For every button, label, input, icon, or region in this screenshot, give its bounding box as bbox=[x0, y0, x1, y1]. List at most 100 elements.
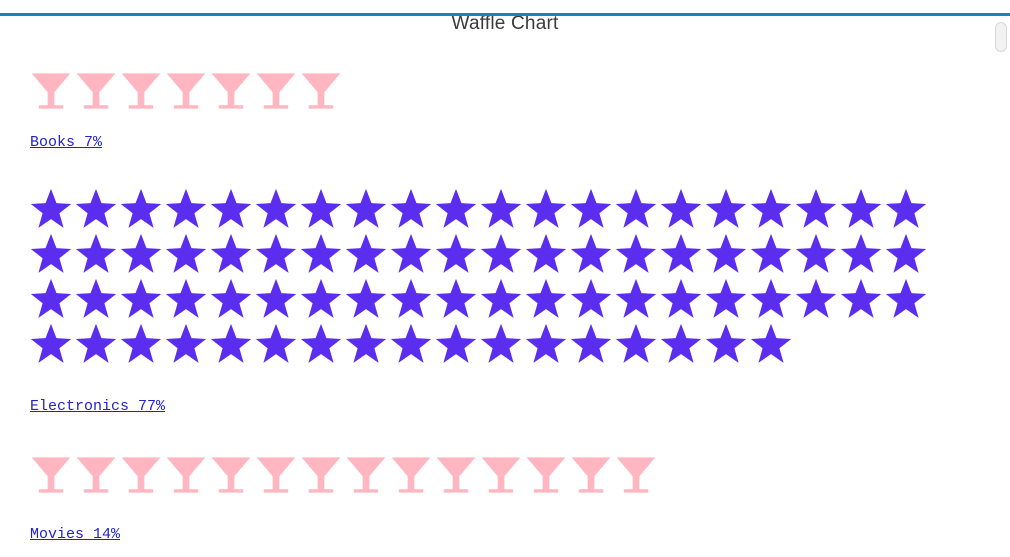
star-icon bbox=[840, 278, 882, 318]
star-icon bbox=[300, 278, 342, 318]
star-icon bbox=[390, 233, 432, 273]
star-icon bbox=[750, 323, 792, 363]
star-icon bbox=[255, 278, 297, 318]
star-icon bbox=[705, 278, 747, 318]
star-icon bbox=[210, 188, 252, 228]
star-icon bbox=[390, 278, 432, 318]
martini-glass-icon bbox=[31, 73, 71, 109]
star-icon bbox=[210, 323, 252, 363]
waffle-group-books: Books 7% bbox=[30, 70, 1010, 152]
star-icon bbox=[345, 278, 387, 318]
star-icon bbox=[660, 323, 702, 363]
star-icon bbox=[255, 188, 297, 228]
star-icon bbox=[705, 188, 747, 228]
star-icon bbox=[165, 188, 207, 228]
star-icon bbox=[255, 233, 297, 273]
martini-glass-icon bbox=[301, 73, 341, 109]
star-icon bbox=[660, 278, 702, 318]
star-icon bbox=[615, 278, 657, 318]
category-label-movies[interactable]: Movies 14% bbox=[30, 526, 121, 543]
star-icon bbox=[165, 233, 207, 273]
star-icon bbox=[795, 233, 837, 273]
star-icon bbox=[795, 188, 837, 228]
star-icon bbox=[120, 323, 162, 363]
star-icon bbox=[255, 323, 297, 363]
martini-glass-icon bbox=[31, 457, 71, 493]
star-icon bbox=[345, 233, 387, 273]
scrollbar-thumb[interactable] bbox=[995, 22, 1007, 52]
martini-glass-icon bbox=[211, 457, 251, 493]
star-icon bbox=[570, 278, 612, 318]
star-icon bbox=[840, 233, 882, 273]
star-icon bbox=[30, 323, 72, 363]
star-icon bbox=[570, 233, 612, 273]
martini-glass-icon bbox=[166, 457, 206, 493]
star-icon bbox=[885, 188, 927, 228]
waffle-group-movies: Movies 14% bbox=[30, 454, 1010, 544]
star-icon bbox=[615, 323, 657, 363]
star-icon bbox=[435, 278, 477, 318]
page-title: Waffle Chart bbox=[451, 13, 559, 34]
icon-grid-movies bbox=[30, 454, 927, 496]
star-icon bbox=[30, 233, 72, 273]
star-icon bbox=[705, 323, 747, 363]
star-icon bbox=[885, 233, 927, 273]
star-icon bbox=[120, 233, 162, 273]
star-icon bbox=[525, 233, 567, 273]
star-icon bbox=[750, 233, 792, 273]
star-icon bbox=[435, 233, 477, 273]
star-icon bbox=[660, 188, 702, 228]
star-icon bbox=[210, 278, 252, 318]
martini-glass-icon bbox=[346, 457, 386, 493]
martini-glass-icon bbox=[121, 457, 161, 493]
martini-glass-icon bbox=[76, 457, 116, 493]
martini-glass-icon bbox=[436, 457, 476, 493]
star-icon bbox=[300, 188, 342, 228]
star-icon bbox=[525, 278, 567, 318]
martini-glass-icon bbox=[526, 457, 566, 493]
star-icon bbox=[30, 188, 72, 228]
martini-glass-icon bbox=[256, 457, 296, 493]
star-icon bbox=[570, 323, 612, 363]
martini-glass-icon bbox=[571, 457, 611, 493]
star-icon bbox=[570, 188, 612, 228]
vertical-scrollbar[interactable] bbox=[993, 16, 1010, 557]
star-icon bbox=[165, 323, 207, 363]
martini-glass-icon bbox=[211, 73, 251, 109]
star-icon bbox=[480, 323, 522, 363]
top-accent-line bbox=[0, 13, 1010, 16]
star-icon bbox=[345, 323, 387, 363]
star-icon bbox=[840, 188, 882, 228]
star-icon bbox=[345, 188, 387, 228]
star-icon bbox=[75, 188, 117, 228]
martini-glass-icon bbox=[616, 457, 656, 493]
icon-grid-electronics bbox=[30, 188, 927, 365]
star-icon bbox=[390, 323, 432, 363]
star-icon bbox=[75, 323, 117, 363]
category-label-electronics[interactable]: Electronics 77% bbox=[30, 398, 166, 415]
martini-glass-icon bbox=[76, 73, 116, 109]
waffle-chart: Books 7% bbox=[30, 70, 1010, 544]
star-icon bbox=[705, 233, 747, 273]
martini-glass-icon bbox=[166, 73, 206, 109]
star-icon bbox=[120, 278, 162, 318]
waffle-group-electronics: Electronics 77% bbox=[30, 188, 1010, 416]
martini-glass-icon bbox=[301, 457, 341, 493]
star-icon bbox=[750, 188, 792, 228]
star-icon bbox=[390, 188, 432, 228]
star-icon bbox=[435, 188, 477, 228]
star-icon bbox=[525, 323, 567, 363]
star-icon bbox=[300, 323, 342, 363]
star-icon bbox=[615, 188, 657, 228]
star-icon bbox=[750, 278, 792, 318]
star-icon bbox=[435, 323, 477, 363]
star-icon bbox=[525, 188, 567, 228]
martini-glass-icon bbox=[481, 457, 521, 493]
star-icon bbox=[480, 188, 522, 228]
star-icon bbox=[75, 278, 117, 318]
star-icon bbox=[300, 233, 342, 273]
martini-glass-icon bbox=[121, 73, 161, 109]
martini-glass-icon bbox=[256, 73, 296, 109]
category-label-books[interactable]: Books 7% bbox=[30, 134, 103, 151]
star-icon bbox=[480, 233, 522, 273]
